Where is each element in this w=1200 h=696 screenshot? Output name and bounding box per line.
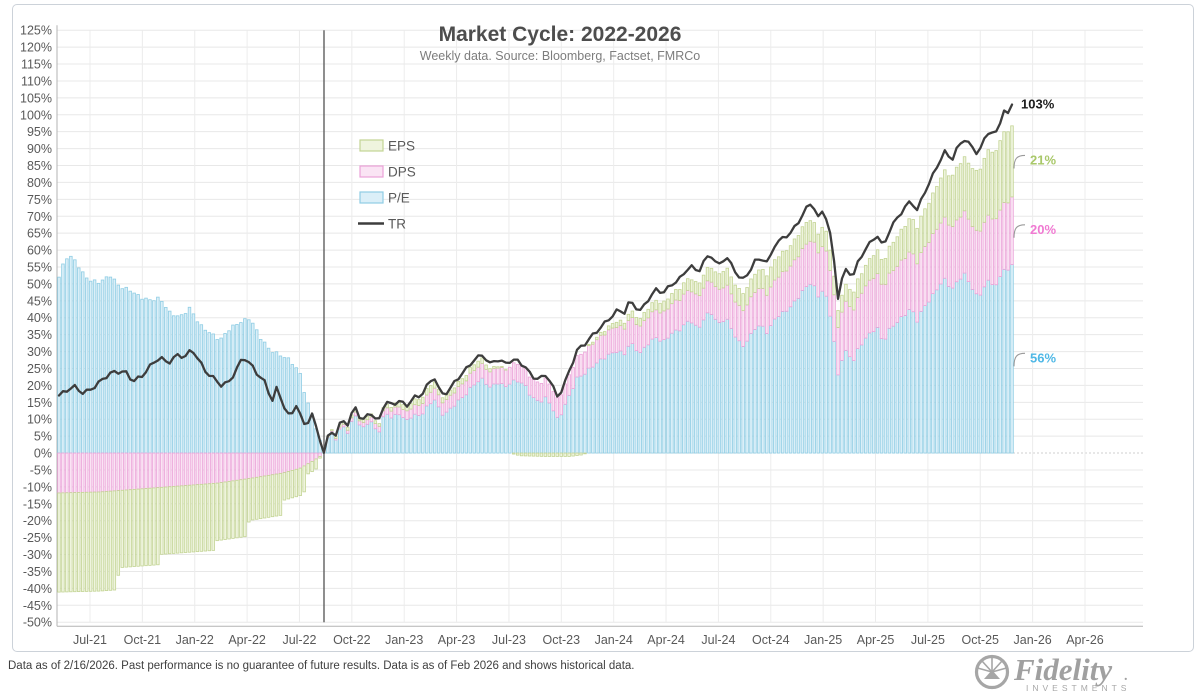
y-tick-label: 90% [27, 142, 52, 156]
end-label-dps: 20% [1030, 222, 1056, 237]
x-tick-label: Jan-22 [176, 633, 214, 647]
legend-swatch-pe [359, 191, 384, 204]
y-tick-label: 125% [20, 24, 52, 38]
dps-bars [57, 196, 1014, 494]
x-tick-label: Oct-22 [333, 633, 371, 647]
y-tick-label: 25% [27, 362, 52, 376]
x-tick-label: Jan-23 [385, 633, 423, 647]
y-tick-label: 0% [34, 447, 52, 461]
y-tick-label: 80% [27, 176, 52, 190]
legend: EPS DPS P/E TR [358, 139, 416, 232]
legend-swatch-eps [359, 139, 384, 152]
fidelity-logo: Fidelity . INVESTMENTS [974, 652, 1130, 693]
y-tick-label: -15% [23, 497, 52, 511]
x-tick-label: Oct-24 [752, 633, 790, 647]
page-title: Market Cycle: 2022-2026 [439, 23, 682, 46]
y-tick-label: 65% [27, 227, 52, 241]
y-tick-label: -20% [23, 514, 52, 528]
y-tick-label: 95% [27, 125, 52, 139]
y-tick-label: 40% [27, 311, 52, 325]
y-tick-label: 55% [27, 261, 52, 275]
y-tick-label: -5% [30, 463, 52, 477]
legend-swatch-dps [359, 165, 384, 178]
brand-subtitle: INVESTMENTS [1026, 683, 1130, 693]
y-tick-label: 15% [27, 396, 52, 410]
y-tick-label: 115% [21, 58, 52, 72]
brand-mark: . [1124, 669, 1128, 684]
y-tick-label: -25% [23, 531, 52, 545]
y-tick-label: 120% [20, 41, 52, 55]
disclaimer-text: Data as of 2/16/2026. Past performance i… [8, 660, 635, 672]
y-tick-label: -45% [23, 599, 52, 613]
x-tick-label: Apr-23 [438, 633, 476, 647]
axis-labels: 125% 120% 115% 110% 105% 100% 95% 90% 85% 80% 75% 7… [20, 24, 1104, 647]
end-label-hook [1013, 154, 1026, 169]
x-tick-label: Jul-21 [73, 633, 107, 647]
market-cycle-chart: 125% 120% 115% 110% 105% 100% 95% 90% 85% 80% 75% 7… [20, 23, 1143, 647]
y-tick-label: 85% [27, 159, 52, 173]
tr-line [57, 103, 1014, 454]
x-tick-label: Apr-24 [647, 633, 685, 647]
y-tick-label: 75% [27, 193, 52, 207]
end-label-hook [1013, 352, 1026, 367]
x-tick-label: Jan-26 [1014, 633, 1052, 647]
x-tick-label: Jul-24 [701, 633, 735, 647]
x-tick-label: Apr-26 [1066, 633, 1104, 647]
y-tick-label: -35% [23, 565, 52, 579]
y-tick-label: 35% [27, 328, 52, 342]
y-tick-label: 60% [27, 244, 52, 258]
y-tick-label: -30% [23, 548, 52, 562]
fidelity-pyramid-icon [974, 654, 1010, 690]
brand-name: Fidelity [1013, 652, 1112, 687]
y-tick-label: 5% [34, 430, 52, 444]
y-tick-label: -40% [23, 582, 52, 596]
y-tick-label: 105% [20, 91, 52, 105]
y-tick-label: 110% [21, 74, 52, 88]
x-tick-label: Jul-23 [492, 633, 526, 647]
y-tick-label: 70% [27, 210, 52, 224]
y-tick-label: 20% [27, 379, 52, 393]
x-tick-label: Oct-21 [124, 633, 162, 647]
end-label-hook [1013, 224, 1026, 238]
legend-label-dps: DPS [388, 165, 416, 180]
y-tick-label: 30% [27, 345, 52, 359]
x-tick-label: Jul-22 [282, 633, 316, 647]
y-tick-label: 10% [27, 413, 52, 427]
footer: Data as of 2/16/2026. Past performance i… [0, 652, 1200, 696]
legend-label-tr: TR [388, 217, 406, 232]
x-tick-label: Apr-22 [228, 633, 266, 647]
y-tick-label: -50% [23, 616, 52, 630]
series-end-labels: 103% 21% 20% 56% [1013, 97, 1056, 367]
legend-label-eps: EPS [388, 139, 415, 154]
legend-label-pe: P/E [388, 191, 410, 206]
x-tick-label: Apr-25 [857, 633, 895, 647]
end-label-tr: 103% [1021, 97, 1055, 112]
x-tick-label: Jul-25 [911, 633, 945, 647]
chart-subtitle: Weekly data. Source: Bloomberg, Factset,… [420, 49, 700, 63]
eps-bars [57, 125, 1014, 593]
bar-series [57, 125, 1014, 593]
x-tick-label: Jan-25 [804, 633, 842, 647]
y-tick-label: 100% [20, 108, 52, 122]
y-tick-label: 50% [27, 277, 52, 291]
x-tick-label: Jan-24 [595, 633, 633, 647]
y-tick-label: -10% [23, 480, 52, 494]
y-tick-label: 45% [27, 294, 52, 308]
end-label-eps: 21% [1030, 152, 1056, 167]
tr-total-return-line [57, 103, 1014, 454]
x-tick-label: Oct-25 [961, 633, 999, 647]
end-label-pe: 56% [1030, 350, 1056, 365]
x-tick-label: Oct-23 [543, 633, 581, 647]
